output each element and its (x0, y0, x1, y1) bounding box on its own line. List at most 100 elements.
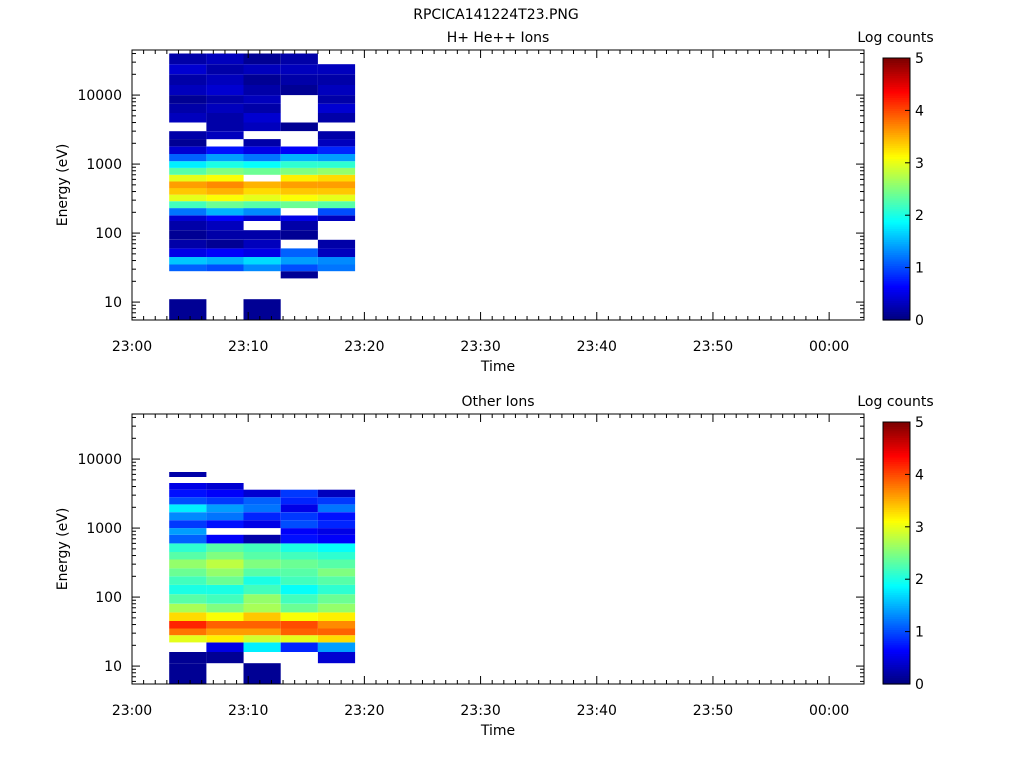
colorbar-frame (882, 421, 911, 685)
colorbar-swatch (883, 173, 910, 177)
heatmap-cell (169, 534, 207, 544)
heatmap-cell (169, 103, 207, 113)
colorbar-swatch (883, 609, 910, 613)
colorbar-swatch (883, 489, 910, 493)
colorbar-swatch (883, 500, 910, 504)
heatmap-cell (317, 652, 356, 664)
colorbar-swatch (883, 164, 910, 168)
colorbar-tick-label: 3 (915, 156, 924, 172)
heatmap-cell (317, 146, 356, 154)
colorbar-swatch (883, 498, 910, 502)
heatmap-cell (206, 594, 244, 604)
heatmap-cell (243, 139, 281, 147)
heatmap-cell (206, 642, 244, 652)
colorbar-swatch (883, 675, 910, 679)
heatmap-cell (317, 628, 356, 636)
colorbar-swatch (883, 507, 910, 510)
heatmap-cell (206, 612, 244, 621)
heatmap-cell (317, 642, 356, 652)
colorbar-swatch (883, 470, 910, 473)
colorbar-swatch (883, 282, 910, 286)
colorbar-frame (882, 57, 911, 321)
heatmap-cells (169, 472, 356, 684)
heatmap-cell (169, 489, 207, 498)
heatmap-cell (243, 74, 281, 85)
x-tick-label: 23:20 (344, 703, 384, 719)
colorbar-swatch (883, 537, 910, 541)
heatmap-cell (206, 64, 244, 75)
colorbar-swatch (883, 607, 910, 611)
heatmap-cell (169, 528, 207, 535)
colorbar-swatch (883, 101, 910, 105)
colorbar-swatch (883, 232, 910, 236)
colorbar-swatch (883, 162, 910, 166)
heatmap-cell (206, 167, 244, 175)
colorbar-swatch (883, 311, 910, 315)
x-tick-label: 23:00 (112, 703, 152, 719)
heatmap-cell (280, 559, 318, 569)
colorbar-swatch (883, 90, 910, 94)
heatmap-cell (206, 489, 244, 498)
heatmap-cell (243, 215, 281, 221)
colorbar-swatch (883, 234, 910, 238)
colorbar-swatch (883, 456, 910, 460)
heatmap-cell (280, 584, 318, 595)
heatmap-cell (243, 181, 281, 189)
colorbar-swatch (883, 587, 910, 591)
colorbar-swatch (883, 638, 910, 641)
heatmap-cell (317, 215, 356, 221)
colorbar-swatch (883, 548, 910, 552)
colorbar-swatch (883, 644, 910, 648)
heatmap-cell (280, 161, 318, 168)
colorbar-swatch (883, 258, 910, 262)
heatmap-cell (243, 113, 281, 123)
heatmap-cell (169, 512, 207, 521)
heatmap-cell (169, 520, 207, 529)
heatmap-cell (317, 174, 356, 182)
heatmap-cell (243, 520, 281, 529)
heatmap-cell (243, 635, 281, 643)
heatmap-cell (206, 174, 244, 182)
colorbar-swatch (883, 472, 910, 475)
colorbar-swatch (883, 119, 910, 122)
colorbar-swatch (883, 555, 910, 558)
colorbar-tick-label: 1 (915, 261, 924, 277)
heatmap-cell (280, 220, 318, 231)
heatmap-cell (169, 85, 207, 96)
heatmap-cell (169, 188, 207, 195)
heatmap-cell (206, 181, 244, 189)
heatmap-cell (317, 161, 356, 168)
heatmap-cell (169, 552, 207, 560)
colorbar-swatch (883, 178, 910, 181)
colorbar-swatch (883, 278, 910, 282)
colorbar-tick-label: 3 (915, 520, 924, 536)
chart-panel-2: 23:00 23:10 23:20 23:30 23:40 23:50 00:0010100… (55, 394, 934, 739)
x-tick-label: 00:00 (809, 339, 849, 355)
heatmap-cell (169, 181, 207, 189)
heatmap-cell (169, 472, 207, 477)
heatmap-cell (243, 53, 281, 65)
colorbar-swatch (883, 193, 910, 197)
colorbar-swatch (883, 125, 910, 129)
colorbar-swatch (883, 302, 910, 306)
chart-panel-1: 23:00 23:10 23:20 23:30 23:40 23:50 00:0010100… (55, 30, 934, 375)
colorbar-swatch (883, 480, 910, 484)
heatmap-cell (280, 122, 318, 132)
heatmap-cell (206, 621, 244, 629)
colorbar-tick-label: 2 (915, 208, 924, 224)
colorbar-swatch (883, 570, 910, 574)
colorbar-swatch (883, 204, 910, 208)
heatmap-cell (280, 215, 318, 221)
heatmap-cell (280, 154, 318, 162)
colorbar-swatch (883, 526, 910, 530)
heatmap-cell (317, 635, 356, 643)
heatmap-cell (243, 489, 281, 498)
heatmap-cell (169, 53, 207, 65)
colorbar-swatch (883, 531, 910, 534)
colorbar-swatch (883, 243, 910, 247)
colorbar-swatch (883, 202, 910, 205)
heatmap-cell (206, 603, 244, 613)
heatmap-cell (317, 512, 356, 521)
colorbar-swatch (883, 605, 910, 609)
heatmap-cell (280, 628, 318, 636)
